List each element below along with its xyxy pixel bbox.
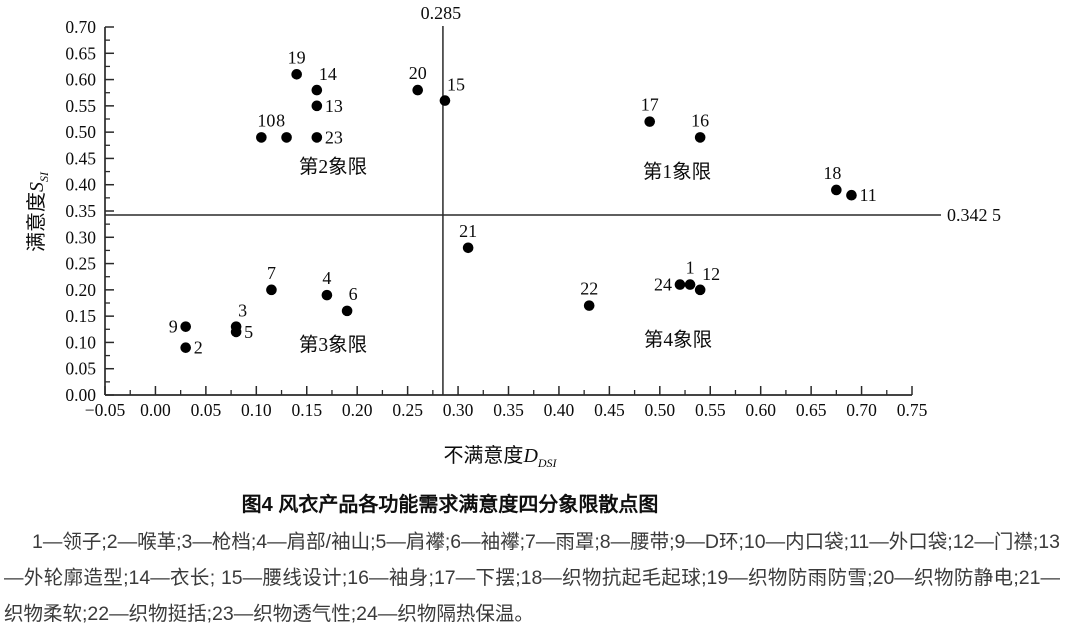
x-axis-title: 不满意度DDSI	[443, 439, 556, 471]
data-point-1	[684, 279, 696, 290]
y-tick-label: 0.50	[65, 122, 96, 142]
data-point-label-6: 6	[349, 284, 358, 304]
y-tick-label: 0.30	[65, 227, 96, 247]
x-tick-label: 0.45	[594, 400, 625, 420]
data-point-label-21: 21	[459, 221, 477, 241]
data-point-label-18: 18	[823, 163, 841, 183]
x-tick-label: 0.60	[745, 400, 776, 420]
x-tick-label: 0.25	[392, 400, 423, 420]
x-tick-label: 0.00	[140, 400, 171, 420]
x-tick-label: 0.65	[796, 400, 827, 420]
data-point-label-12: 12	[702, 264, 720, 284]
y-tick-label: 0.10	[65, 332, 96, 352]
data-point-label-17: 17	[641, 95, 659, 115]
x-axis-subscript: DSI	[537, 456, 557, 470]
data-point-10	[256, 132, 267, 143]
horizontal-reference-label: 0.342 5	[947, 205, 1001, 225]
data-point-label-3: 3	[238, 301, 247, 321]
quadrant-label: 第4象限	[644, 329, 712, 351]
data-point-label-22: 22	[580, 279, 598, 299]
data-point-label-13: 13	[325, 96, 343, 116]
data-point-4	[321, 289, 333, 301]
x-tick-label: 0.40	[544, 400, 575, 420]
data-point-21	[462, 242, 474, 254]
data-point-7	[266, 284, 277, 296]
quadrant-label: 第1象限	[643, 161, 711, 183]
data-point-label-23: 23	[325, 127, 343, 147]
data-point-17	[644, 116, 656, 127]
y-tick-label: 0.25	[65, 254, 96, 274]
data-point-label-10: 10	[257, 110, 275, 130]
quadrant-scatter-chart: −0.05 0.00 0.05 0.10 0.15 0.20 0.25 0.30 0.35 0.4…	[20, 3, 1001, 471]
data-point-13	[311, 100, 323, 112]
figure-legend-note: 1—领子;2—喉革;3—枪档;4—肩部/袖山;5—肩襻;6—袖襻;7—雨罩;8—…	[4, 531, 1060, 625]
data-point-label-2: 2	[194, 338, 203, 358]
figure-caption: 图4 风衣产品各功能需求满意度四分象限散点图	[241, 494, 659, 516]
data-point-23	[311, 132, 323, 143]
y-tick-label: 0.40	[65, 175, 96, 195]
data-point-19	[291, 69, 302, 80]
y-tick-label: 0.70	[65, 17, 96, 37]
x-tick-label: 0.75	[897, 400, 928, 420]
data-point-label-5: 5	[244, 322, 253, 342]
data-point-label-11: 11	[859, 185, 876, 205]
data-point-11	[846, 189, 857, 201]
data-point-label-14: 14	[319, 64, 337, 84]
data-point-6	[341, 305, 353, 317]
x-tick-label: 0.35	[493, 400, 524, 420]
x-tick-label: 0.10	[241, 400, 272, 420]
data-point-label-4: 4	[322, 268, 331, 288]
y-tick-label: 0.05	[65, 359, 96, 379]
data-point-label-9: 9	[169, 317, 178, 337]
x-tick-label: 0.30	[443, 400, 474, 420]
x-tick-label: 0.15	[291, 400, 322, 420]
y-tick-label: 0.35	[65, 201, 96, 221]
data-point-label-24: 24	[654, 275, 672, 295]
data-point-2	[180, 342, 191, 353]
x-tick-label: 0.20	[342, 400, 373, 420]
y-axis-title: 满意度SSI	[20, 172, 52, 252]
y-tick-label: 0.15	[65, 306, 96, 326]
x-axis-symbol: D	[523, 445, 538, 467]
x-tick-label: 0.55	[695, 400, 726, 420]
data-point-15	[439, 95, 451, 106]
data-point-label-7: 7	[267, 263, 276, 283]
y-tick-label: 0.00	[65, 385, 96, 405]
y-tick-label: 0.45	[65, 148, 96, 168]
quadrant-label: 第3象限	[299, 334, 367, 356]
y-axis-title-text: 满意度	[26, 192, 48, 252]
data-point-12	[694, 284, 706, 296]
data-point-18	[831, 184, 842, 196]
data-point-label-8: 8	[276, 110, 285, 130]
data-point-16	[694, 132, 706, 143]
x-tick-label: 0.50	[645, 400, 676, 420]
x-tick-label: 0.70	[846, 400, 877, 420]
data-point-9	[180, 321, 191, 332]
data-point-5	[230, 326, 242, 338]
x-tick-label: −0.05	[85, 400, 126, 420]
scatter-plot-svg: −0.05 0.00 0.05 0.10 0.15 0.20 0.25 0.30 0.35 0.4…	[65, 3, 1001, 420]
x-axis-title-text: 不满意度	[443, 445, 524, 467]
data-point-label-15: 15	[447, 75, 465, 95]
data-point-label-16: 16	[691, 110, 709, 130]
data-point-14	[311, 84, 323, 96]
data-point-24	[674, 279, 686, 290]
y-tick-label: 0.60	[65, 70, 96, 90]
data-point-20	[412, 84, 424, 96]
data-point-8	[281, 132, 292, 143]
y-axis-subscript: SI	[37, 172, 51, 182]
y-axis-symbol: S	[26, 182, 48, 192]
y-tick-label: 0.65	[65, 43, 96, 63]
data-point-label-19: 19	[288, 47, 306, 67]
data-point-label-1: 1	[686, 258, 695, 278]
y-tick-label: 0.55	[65, 96, 96, 116]
x-tick-label: 0.05	[191, 400, 222, 420]
y-tick-label: 0.20	[65, 280, 96, 300]
vertical-reference-label: 0.285	[421, 3, 462, 23]
data-point-22	[583, 300, 595, 311]
quadrant-label: 第2象限	[299, 156, 367, 178]
data-point-label-20: 20	[409, 63, 427, 83]
